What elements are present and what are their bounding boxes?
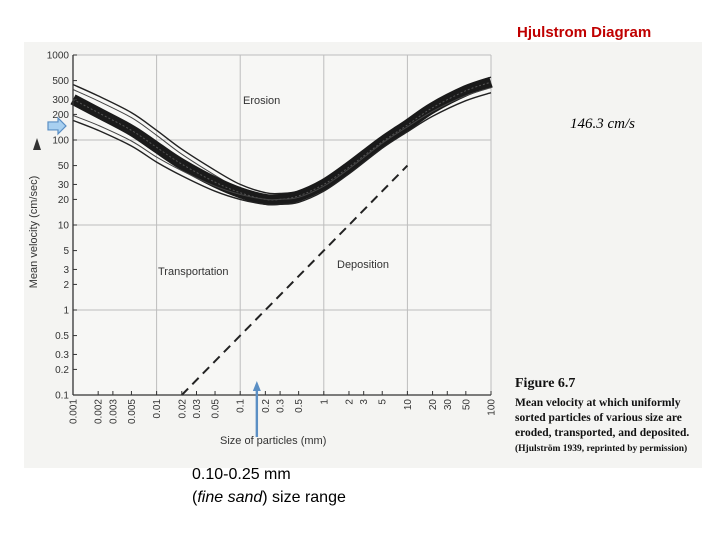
caption-open-paren: (	[192, 489, 198, 506]
x-tick-label: 0.002	[94, 399, 105, 424]
erosion-band-lower	[72, 92, 492, 206]
x-tick-label: 30	[443, 399, 454, 411]
x-tick-label: 0.005	[127, 399, 138, 424]
y-tick-label: 2	[63, 280, 69, 291]
up-arrow-head-icon	[252, 381, 261, 391]
y-tick-label: 3	[63, 265, 69, 276]
y-tick-label: 20	[58, 195, 70, 206]
x-tick-label: 0.3	[276, 399, 287, 413]
x-tick-label: 0.001	[69, 399, 80, 424]
x-tick-label: 10	[403, 399, 414, 411]
y-tick-label: 0.1	[55, 391, 69, 402]
y-tick-label: 1	[63, 306, 69, 317]
x-tick-label: 2	[344, 399, 355, 405]
y-tick-label: 0.3	[55, 350, 69, 361]
x-tick-label: 0.02	[177, 399, 188, 419]
y-tick-label: 50	[58, 161, 70, 172]
y-axis-title: Mean velocity (cm/sec)	[28, 176, 40, 288]
x-tick-label: 0.003	[108, 399, 119, 424]
caption-line-1: 0.10-0.25 mm	[192, 466, 291, 483]
x-tick-label: 0.1	[236, 399, 247, 413]
y-tick-label: 1000	[47, 51, 70, 62]
erosion-band-inner-line	[72, 87, 492, 201]
region-label-erosion: Erosion	[243, 95, 280, 107]
x-tick-label: 50	[461, 399, 472, 411]
x-tick-label: 0.2	[261, 399, 272, 413]
figure-caption-line: eroded, transported, and deposited.	[515, 427, 689, 439]
x-tick-label: 0.03	[192, 399, 203, 419]
figure-scan: 0.1 0.2 0.3 0.5 1 2 3 5 10 20 30 50 100 200 300 500 1000…	[24, 42, 702, 468]
y-axis-arrow-icon	[33, 138, 41, 150]
y-tick-label: 0.5	[55, 331, 69, 342]
x-tick-label: 20	[428, 399, 439, 411]
figure-caption-line: sorted particles of various size are	[515, 412, 682, 424]
figure-number: Figure 6.7	[515, 376, 575, 391]
velocity-annotation: 146.3 cm/s	[570, 116, 635, 132]
caption-fine-sand: fine sand	[197, 489, 263, 506]
y-tick-label: 0.2	[55, 365, 69, 376]
caption-line-2: (fine sand) size range	[192, 486, 346, 509]
x-tick-label: 0.5	[294, 399, 305, 413]
size-range-caption: 0.10-0.25 mm (fine sand) size range	[192, 463, 346, 509]
x-tick-label: 5	[378, 399, 389, 405]
y-tick-label: 10	[58, 221, 70, 232]
figure-caption-line: Mean velocity at which uniformly	[515, 397, 681, 409]
x-tick-label: 0.05	[211, 399, 222, 419]
right-arrow-icon	[47, 116, 67, 136]
caption-close: ) size range	[262, 489, 346, 506]
slide-title: Hjulstrom Diagram	[517, 24, 652, 41]
y-tick-label: 5	[63, 246, 69, 257]
figure-caption-line: (Hjulström 1939, reprinted by permission…	[515, 443, 687, 454]
x-tick-label: 3	[359, 399, 370, 405]
region-label-transportation: Transportation	[158, 266, 229, 278]
x-axis-title: Size of particles (mm)	[220, 435, 326, 447]
y-tick-label: 30	[58, 180, 70, 191]
y-tick-label: 200	[52, 110, 69, 121]
x-tick-label: 0.01	[152, 399, 163, 419]
y-tick-label: 100	[52, 136, 69, 147]
y-tick-label: 500	[52, 76, 69, 87]
deposition-boundary-line	[181, 164, 409, 396]
hjulstrom-chart: 0.10.20.30.51235102030501002003005001000…	[28, 51, 689, 455]
x-tick-label: 1	[319, 399, 330, 405]
y-tick-label: 300	[52, 95, 69, 106]
region-label-deposition: Deposition	[337, 259, 389, 271]
x-tick-label: 100	[487, 399, 498, 416]
